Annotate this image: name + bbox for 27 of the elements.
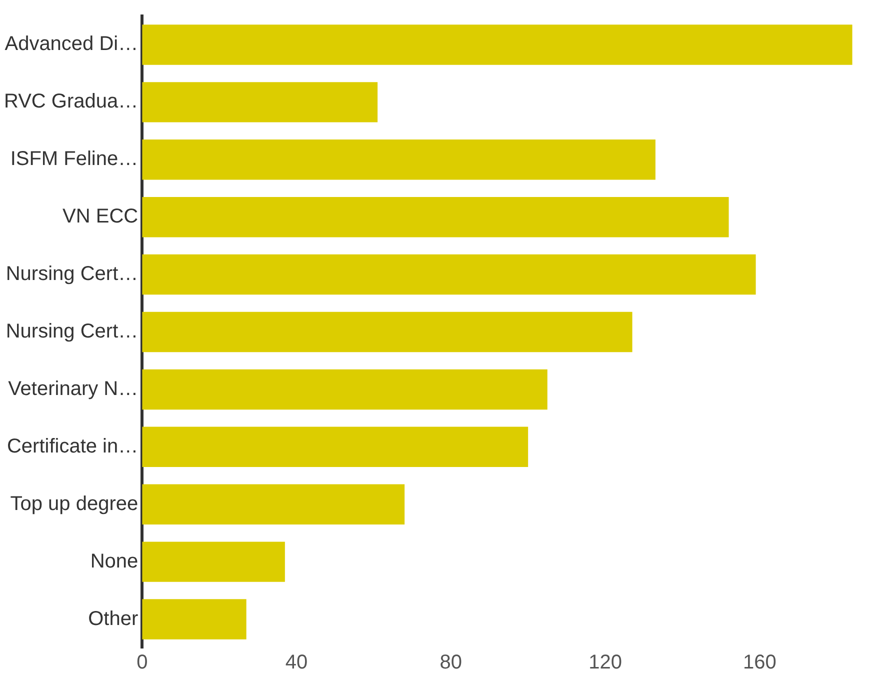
y-tick-label: Nursing Cert…: [6, 320, 138, 343]
y-tick-label: ISFM Feline…: [10, 148, 138, 170]
bar: [142, 484, 405, 524]
x-tick-label: 40: [285, 652, 308, 674]
bar: [142, 196, 729, 238]
bar: [142, 24, 852, 65]
y-tick-label: None: [90, 550, 138, 572]
y-tick-label: Nursing Cert…: [6, 263, 138, 286]
y-tick-label: Top up degree: [10, 492, 138, 515]
bar: [142, 312, 632, 352]
bar: [142, 82, 378, 122]
bar: [142, 426, 528, 468]
x-tick-label: 80: [440, 652, 462, 674]
x-tick-label: 160: [742, 652, 776, 674]
y-tick-label: VN ECC: [62, 206, 138, 228]
bar: [142, 369, 548, 410]
bar: [142, 254, 756, 295]
y-tick-label: Other: [88, 608, 138, 630]
bar: [142, 140, 656, 180]
y-tick-label: Certificate in…: [6, 435, 138, 458]
bar: [142, 599, 246, 640]
y-tick-label: Advanced Di…: [4, 33, 138, 56]
y-tick-label: RVC Gradua…: [4, 90, 138, 113]
y-tick-label: Veterinary N…: [8, 378, 138, 400]
x-tick-label: 0: [136, 652, 148, 674]
x-tick-label: 120: [588, 652, 622, 674]
bar: [142, 542, 285, 582]
